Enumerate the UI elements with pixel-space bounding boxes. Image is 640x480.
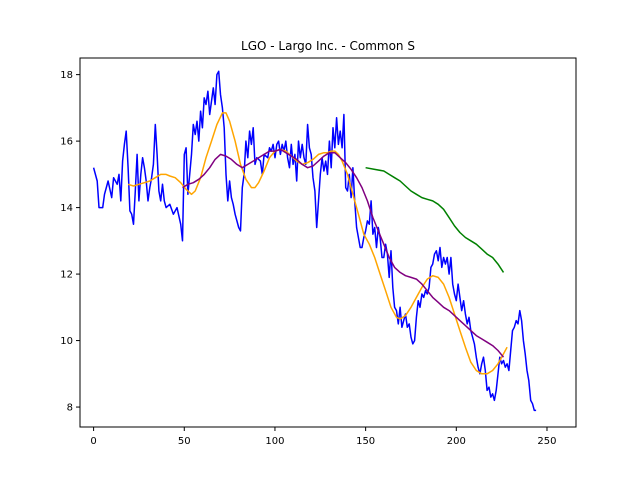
y-tick-label: 16 <box>60 137 73 148</box>
series-line-3 <box>182 148 505 358</box>
x-tick-label: 100 <box>265 436 284 447</box>
y-tick-label: 10 <box>60 336 73 347</box>
y-tick-label: 8 <box>67 403 73 414</box>
x-tick-label: 200 <box>447 436 466 447</box>
y-tick-label: 14 <box>60 203 73 214</box>
chart-title: LGO - Largo Inc. - Common S <box>241 39 415 53</box>
x-tick-label: 250 <box>537 436 556 447</box>
x-tick-label: 150 <box>356 436 375 447</box>
y-tick-label: 18 <box>60 70 73 81</box>
axes-frame <box>79 57 577 428</box>
series-line-4 <box>365 166 505 273</box>
series-line-2 <box>127 112 508 375</box>
y-axis: 8 10 12 14 16 18 <box>60 70 80 414</box>
x-tick-label: 0 <box>90 436 96 447</box>
series-line-1 <box>92 70 537 412</box>
x-axis: 0 50 100 150 200 250 <box>90 427 557 447</box>
x-tick-label: 50 <box>178 436 191 447</box>
y-tick-label: 12 <box>60 270 73 281</box>
plot-area <box>92 70 537 412</box>
